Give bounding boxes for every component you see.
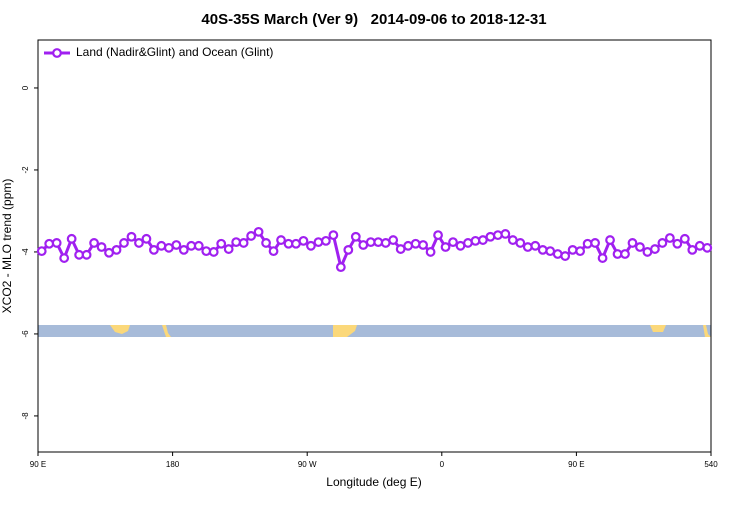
- data-point: [485, 231, 496, 242]
- data-point: [89, 238, 99, 248]
- data-point: [679, 233, 690, 244]
- x-tick-label: 0: [440, 460, 445, 469]
- data-point: [515, 238, 526, 248]
- data-point: [492, 230, 503, 241]
- y-tick-label: -8: [21, 412, 30, 420]
- data-point: [306, 240, 316, 251]
- data-point: [261, 238, 271, 248]
- data-point: [208, 247, 219, 257]
- data-point: [605, 235, 615, 245]
- land-shape: [162, 325, 171, 337]
- land-shape: [703, 325, 711, 337]
- data-point: [96, 242, 107, 252]
- data-point: [276, 235, 286, 245]
- data-point: [313, 237, 324, 248]
- data-point: [620, 249, 630, 259]
- data-point: [702, 242, 713, 253]
- chart-title: 40S-35S March (Ver 9) 2014-09-06 to 2018…: [201, 11, 546, 28]
- data-point: [343, 244, 354, 255]
- data-point: [590, 238, 600, 248]
- data-point: [238, 238, 249, 248]
- data-point: [134, 238, 144, 248]
- data-point: [149, 244, 159, 255]
- data-point: [216, 238, 227, 249]
- data-point: [81, 249, 92, 260]
- data-point: [268, 246, 279, 257]
- data-point: [223, 244, 234, 254]
- y-tick-label: -6: [21, 330, 30, 338]
- x-tick-label: 90 E: [568, 460, 584, 469]
- data-point: [433, 230, 443, 241]
- data-point: [650, 244, 660, 254]
- data-point: [410, 238, 421, 249]
- data-point: [350, 231, 361, 242]
- data-point: [320, 235, 331, 246]
- y-tick-label: -2: [21, 166, 30, 174]
- x-tick-label: 90 E: [30, 460, 46, 469]
- data-point: [335, 262, 346, 273]
- data-point: [575, 246, 586, 257]
- data-point: [560, 251, 571, 261]
- data-point: [418, 240, 429, 250]
- land-shape: [650, 325, 666, 332]
- data-point: [478, 235, 488, 245]
- land-shape: [110, 325, 130, 334]
- data-point: [537, 244, 548, 255]
- data-point: [36, 246, 47, 257]
- data-point: [635, 242, 645, 252]
- data-point: [119, 238, 129, 248]
- data-point: [171, 240, 182, 250]
- data-point: [59, 253, 70, 263]
- data-point: [141, 233, 152, 244]
- data-point: [627, 238, 638, 248]
- data-point: [448, 237, 458, 248]
- data-point: [126, 231, 137, 242]
- legend-label: Land (Nadir&Glint) and Ocean (Glint): [76, 45, 273, 59]
- data-point: [440, 242, 451, 252]
- data-point: [664, 233, 675, 243]
- y-tick-label: -4: [21, 248, 30, 256]
- data-point: [51, 238, 62, 248]
- data-point: [246, 231, 257, 241]
- data-point: [500, 229, 511, 239]
- data-point: [672, 238, 683, 249]
- data-point: [178, 244, 189, 255]
- land-band: [38, 325, 711, 337]
- data-point: [597, 253, 608, 263]
- ocean-strip: [38, 325, 711, 337]
- data-point: [567, 244, 578, 255]
- data-point: [388, 235, 399, 245]
- data-point: [425, 247, 436, 257]
- legend-marker: [52, 48, 62, 58]
- data-point: [253, 226, 264, 237]
- data-point: [193, 240, 204, 251]
- land-shape: [333, 325, 357, 337]
- data-point: [66, 233, 77, 244]
- y-axis-label: XCO2 - MLO trend (ppm): [0, 179, 14, 314]
- data-point: [328, 230, 339, 241]
- data-point: [298, 235, 309, 246]
- data-point: [687, 244, 698, 255]
- data-point: [111, 244, 122, 255]
- data-point: [522, 242, 533, 252]
- data-point: [657, 238, 668, 248]
- data-point: [395, 244, 406, 254]
- x-tick-label: 180: [166, 460, 180, 469]
- x-tick-label: 540: [704, 460, 718, 469]
- y-tick-label: 0: [21, 85, 30, 90]
- data-point: [530, 240, 541, 251]
- x-axis-label: Longitude (deg E): [326, 475, 421, 489]
- x-tick-label: 90 W: [298, 460, 317, 469]
